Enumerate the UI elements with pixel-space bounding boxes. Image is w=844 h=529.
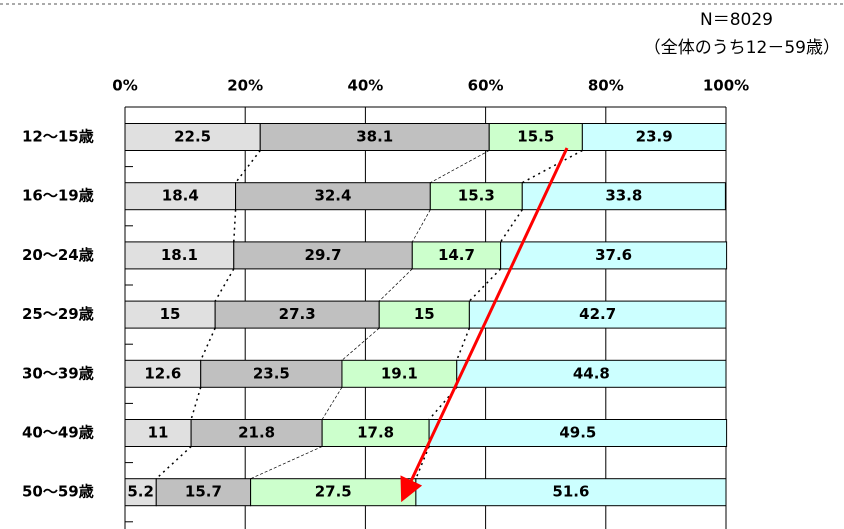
- data-label: 23.5: [253, 364, 290, 382]
- data-label: 17.8: [357, 424, 394, 442]
- bar-segment: [321, 419, 430, 447]
- y-tick-label: 16～19歳: [22, 187, 94, 205]
- connector: [155, 445, 192, 480]
- connector: [468, 268, 502, 302]
- connector: [234, 150, 261, 184]
- data-label: 11: [148, 424, 169, 442]
- data-label: 15.3: [458, 187, 495, 205]
- bar-segment: [200, 359, 343, 388]
- data-label: 15: [160, 305, 181, 323]
- bar-segment: [428, 419, 728, 447]
- data-label: 5.2: [127, 483, 154, 501]
- connector: [411, 209, 431, 243]
- connector: [321, 387, 343, 420]
- bar-segment: [456, 359, 727, 388]
- connector: [415, 446, 430, 479]
- y-tick-label: 12～15歳: [22, 128, 94, 146]
- bar-segment: [214, 300, 380, 329]
- data-label: 21.8: [238, 424, 275, 442]
- bar-segment: [411, 241, 502, 270]
- bar-segment: [235, 182, 431, 211]
- y-tick-label: 30～39歳: [22, 364, 94, 382]
- x-tick-label: 40%: [347, 77, 383, 95]
- data-label: 51.6: [552, 483, 589, 501]
- scope-note: （全体のうち12－59歳）: [644, 38, 840, 58]
- data-label: 15.7: [185, 483, 222, 501]
- y-tick-label: 20～24歳: [22, 246, 94, 264]
- data-label: 42.7: [579, 305, 616, 323]
- data-label: 19.1: [381, 364, 418, 382]
- bar-segment: [488, 123, 583, 151]
- data-label: 32.4: [314, 187, 351, 205]
- data-label: 18.4: [162, 187, 199, 205]
- bar-segment: [521, 182, 726, 211]
- connector: [456, 327, 471, 361]
- bar-segment: [124, 419, 192, 447]
- data-label: 29.7: [305, 246, 342, 264]
- data-label: 27.3: [279, 305, 316, 323]
- connector: [214, 268, 235, 302]
- data-label: 23.9: [636, 128, 673, 146]
- y-tick-label: 25～29歳: [22, 305, 94, 323]
- x-tick-label: 100%: [703, 77, 749, 95]
- bar-segment: [415, 478, 727, 507]
- trend-arrow: [400, 147, 569, 503]
- bar-segment: [341, 359, 458, 388]
- bar-segment: [250, 478, 417, 507]
- data-label: 18.1: [161, 246, 198, 264]
- data-label: 15.5: [517, 128, 554, 146]
- data-label: 38.1: [356, 128, 393, 146]
- data-label: 49.5: [559, 424, 596, 442]
- data-label: 33.8: [605, 187, 642, 205]
- data-label: 14.7: [438, 246, 475, 264]
- data-label: 44.8: [573, 364, 610, 382]
- x-tick-label: 20%: [227, 77, 263, 95]
- connector: [341, 327, 380, 361]
- data-label: 27.5: [315, 483, 352, 501]
- data-label: 12.6: [144, 364, 181, 382]
- data-label: 22.5: [174, 128, 211, 146]
- x-tick-label: 60%: [468, 77, 504, 95]
- connector: [190, 387, 202, 420]
- y-tick-label: 50～59歳: [22, 483, 94, 501]
- data-label: 15: [414, 305, 435, 323]
- y-tick-label: 40～49歳: [22, 424, 94, 442]
- bar-segment: [468, 300, 727, 329]
- bar-segment: [429, 182, 523, 211]
- connector: [250, 446, 323, 480]
- data-label: 37.6: [595, 246, 632, 264]
- connector: [500, 209, 523, 243]
- x-tick-label: 0%: [112, 77, 137, 95]
- sample-size: N＝8029: [700, 10, 773, 30]
- connector: [200, 327, 216, 361]
- x-tick-label: 80%: [588, 77, 624, 95]
- connector: [233, 209, 237, 242]
- connector: [378, 268, 413, 302]
- bar-segment: [500, 241, 728, 270]
- connector: [430, 150, 490, 184]
- bar-segment: [124, 182, 237, 211]
- bar-segment: [124, 241, 235, 270]
- bar-segment: [581, 123, 727, 151]
